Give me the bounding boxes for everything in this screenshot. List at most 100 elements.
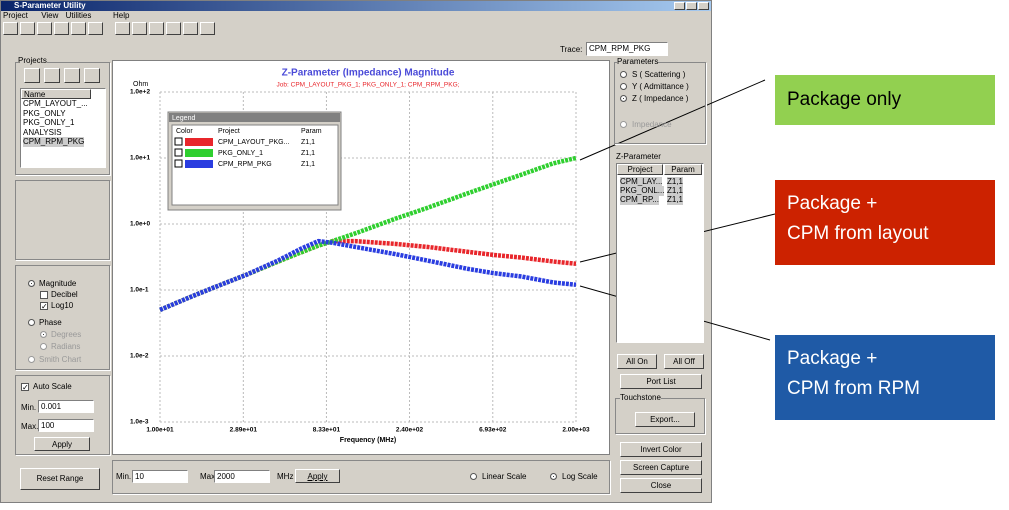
legend-entry: CPM_RPM_PKG [218,161,272,168]
display-option[interactable]: Magnitude [39,279,77,288]
radio[interactable] [28,356,35,363]
zparam-cell[interactable]: PKG_ONL... [620,186,665,196]
zparam-cell[interactable]: CPM_RP... [620,195,659,205]
callout-line [579,79,766,161]
group-title: Projects [18,56,47,66]
y-tick-label: 1.0e-3 [130,419,149,426]
radio[interactable] [620,95,627,102]
display-option[interactable]: Decibel [51,290,78,299]
button[interactable]: All Off [664,354,704,369]
group-title: Parameters [617,57,659,67]
log-scale[interactable]: Log Scale [562,472,598,481]
zparam-cell[interactable]: Z1,1 [667,195,684,205]
display-option[interactable]: Phase [39,318,62,327]
radio[interactable] [620,71,627,78]
radio[interactable] [620,83,627,90]
project-item[interactable]: ANALYSIS [23,127,62,137]
callout-text: Package only [787,89,902,110]
window-button[interactable] [686,2,697,10]
radio[interactable] [620,121,627,128]
auto-scale[interactable]: Auto Scale [33,382,72,391]
callout-box [775,335,995,420]
legend-entry: CPM_LAYOUT_PKG... [218,139,290,146]
toolbar-button[interactable] [149,22,164,35]
max-label: Max. [21,422,39,431]
button[interactable]: Port List [620,374,702,389]
legend-param: Z1,1 [301,161,315,168]
zparam-cell[interactable]: CPM_LAY... [620,177,663,187]
parameter-option[interactable]: Z ( Impedance ) [632,94,689,103]
group-title: Z-Parameter [616,152,661,161]
zparam-header: Project [617,164,663,175]
radio[interactable] [550,473,557,480]
project-list [20,88,106,168]
trace-select[interactable]: CPM_RPM_PKG [586,42,668,56]
reset-button[interactable]: Reset Range [20,468,100,490]
toolbar-button[interactable] [54,22,69,35]
button[interactable]: All On [617,354,657,369]
callout-text: Package + [787,348,877,369]
legend-titlebar [169,113,340,122]
parameter-option[interactable]: Y ( Admittance ) [632,82,689,91]
toolbar-button[interactable] [20,22,35,35]
toolbar-button[interactable] [37,22,52,35]
legend-header: Color [176,128,193,135]
project-tool[interactable] [64,68,80,83]
legend-title: Legend [172,115,195,122]
toolbar-button[interactable] [3,22,18,35]
button[interactable]: Invert Color [620,442,702,457]
toolbar-button[interactable] [166,22,181,35]
radio[interactable] [40,343,47,350]
project-tool[interactable] [44,68,60,83]
apply-button[interactable]: Apply [34,437,90,451]
y-tick-label: 1.0e+2 [130,89,150,96]
x-tick-label: 8.33e+01 [313,427,341,434]
max-input[interactable]: 2000 [214,470,270,483]
callout-text: Package + [787,193,877,214]
menu-item[interactable]: Help [113,11,130,20]
checkbox[interactable] [40,291,48,299]
toolbar-button[interactable] [71,22,86,35]
apply-button[interactable]: Apply [295,469,340,483]
radio[interactable] [28,280,35,287]
radio[interactable] [470,473,477,480]
zparam-cell[interactable]: Z1,1 [667,177,684,187]
toolbar-button[interactable] [183,22,198,35]
menu-item[interactable]: Project [3,11,28,20]
menu-item[interactable]: Utilities [65,11,92,20]
project-item[interactable]: PKG_ONLY [23,108,66,118]
parameter-option: Impedance [632,120,672,129]
display-option[interactable]: Log10 [51,301,74,310]
window-button[interactable] [674,2,685,10]
project-item[interactable]: PKG_ONLY_1 [23,118,75,127]
y-tick-label: 1.0e+1 [130,155,150,162]
y-axis-label: Ohm [133,81,148,88]
max-input[interactable]: 100 [38,419,94,432]
checkbox[interactable]: ✓ [40,302,48,311]
toolbar-button[interactable] [115,22,130,35]
checkbox[interactable]: ✓ [21,383,29,392]
menu-item[interactable]: View [41,11,59,20]
toolbar-button[interactable] [88,22,103,35]
zparam-cell[interactable]: Z1,1 [667,186,684,196]
project-tool[interactable] [24,68,40,83]
linear-scale[interactable]: Linear Scale [482,472,527,481]
button[interactable]: Close [620,478,702,493]
x-tick-label: 2.00e+03 [562,427,590,434]
min-input[interactable]: 0.001 [38,400,94,413]
toolbar-button[interactable] [132,22,147,35]
radio[interactable] [40,331,47,338]
min-input[interactable]: 10 [132,470,188,483]
parameter-option[interactable]: S ( Scattering ) [632,70,686,79]
project-item[interactable]: CPM_LAYOUT_... [23,99,88,108]
project-tool[interactable] [84,68,100,83]
export-button[interactable]: Export... [635,412,695,427]
radio[interactable] [28,319,35,326]
window-button[interactable] [698,2,709,10]
toolbar-button[interactable] [200,22,215,35]
project-item[interactable]: CPM_RPM_PKG [23,137,85,147]
button[interactable]: Screen Capture [620,460,702,475]
legend-param: Z1,1 [301,150,315,157]
